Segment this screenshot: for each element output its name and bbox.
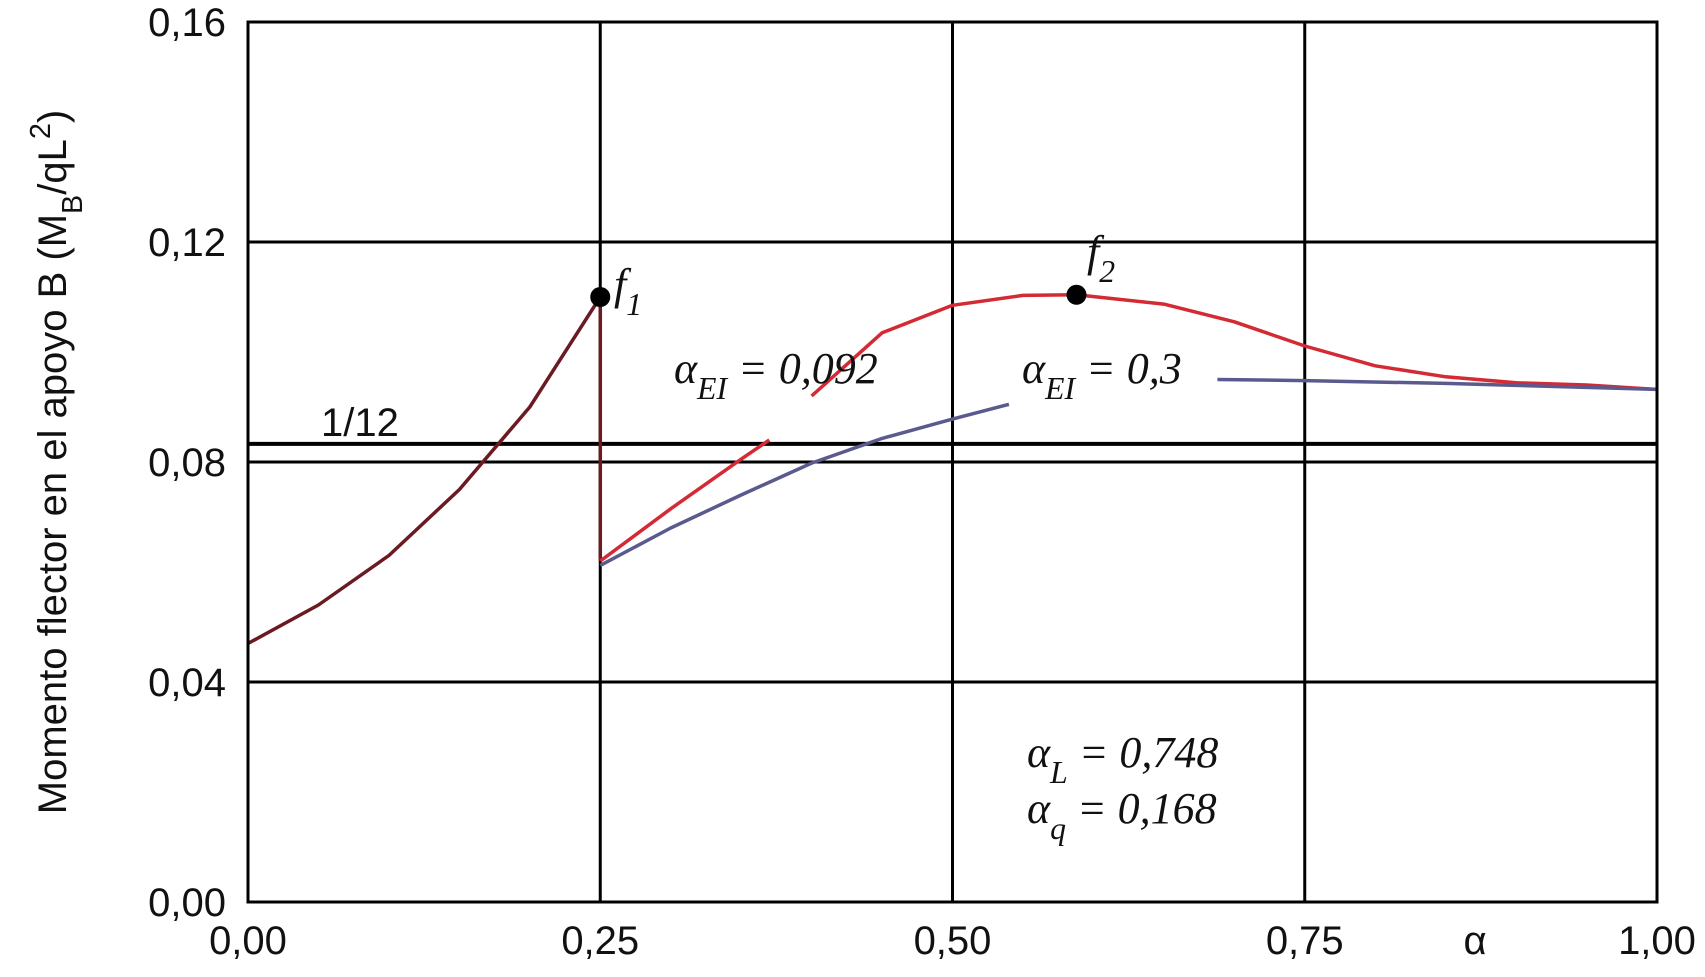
y-tick-label: 0,00 (148, 881, 226, 925)
x-tick-label: 0,25 (561, 919, 639, 963)
y-axis-label-rest: ) (31, 110, 75, 123)
point-label: f2 (1087, 227, 1115, 289)
series-label-main: α (674, 344, 698, 393)
annotation-rest: = 0,748 (1068, 728, 1219, 777)
point-label-sub: 1 (626, 287, 642, 322)
series-label-main: α (1022, 344, 1046, 393)
y-tick-label: 0,16 (148, 1, 226, 45)
x-tick-label: 1,00 (1618, 919, 1696, 963)
point-label-sub: 2 (1099, 254, 1115, 289)
x-tick-label: 0,00 (209, 919, 287, 963)
annotation: αL = 0,748 (1027, 728, 1218, 790)
annotation-main: α (1027, 784, 1051, 833)
point (1066, 284, 1087, 305)
reference-label: 1/12 (321, 401, 399, 445)
series-line (599, 293, 1658, 563)
point-label: f1 (614, 260, 642, 322)
series-line (599, 377, 1658, 567)
plot-frame (246, 20, 1659, 904)
y-tick-label: 0,12 (148, 221, 226, 265)
annotation: αq = 0,168 (1027, 784, 1217, 846)
y-axis-label-mid: /qL (31, 139, 75, 195)
point (590, 287, 611, 307)
series-line (247, 295, 603, 646)
x-axis-label: α (1463, 919, 1486, 963)
series-label: αEI = 0,3 (1022, 344, 1182, 406)
annotation-rest: = 0,168 (1066, 784, 1217, 833)
annotation-sub: q (1050, 811, 1066, 846)
x-tick-label: 0,50 (914, 919, 992, 963)
y-axis-label: Momento flector en el apoyo B (MB/qL2) (25, 110, 89, 814)
x-tick-label: 0,75 (1266, 919, 1344, 963)
y-axis-label-main: Momento flector en el apoyo B (M (31, 214, 75, 814)
y-tick-label: 0,08 (148, 441, 226, 485)
y-axis-label-sup: 2 (25, 123, 57, 139)
y-axis-label-sub: B (57, 195, 89, 214)
series-label: αEI = 0,092 (674, 344, 878, 406)
series-label-sub: EI (696, 371, 728, 406)
series-label-rest: = 0,3 (1075, 344, 1182, 393)
series-label-rest: = 0,092 (727, 344, 878, 393)
y-tick-label: 0,04 (148, 661, 226, 705)
annotation-sub: L (1049, 755, 1068, 790)
annotation-main: α (1027, 728, 1051, 777)
series-label-sub: EI (1044, 371, 1076, 406)
